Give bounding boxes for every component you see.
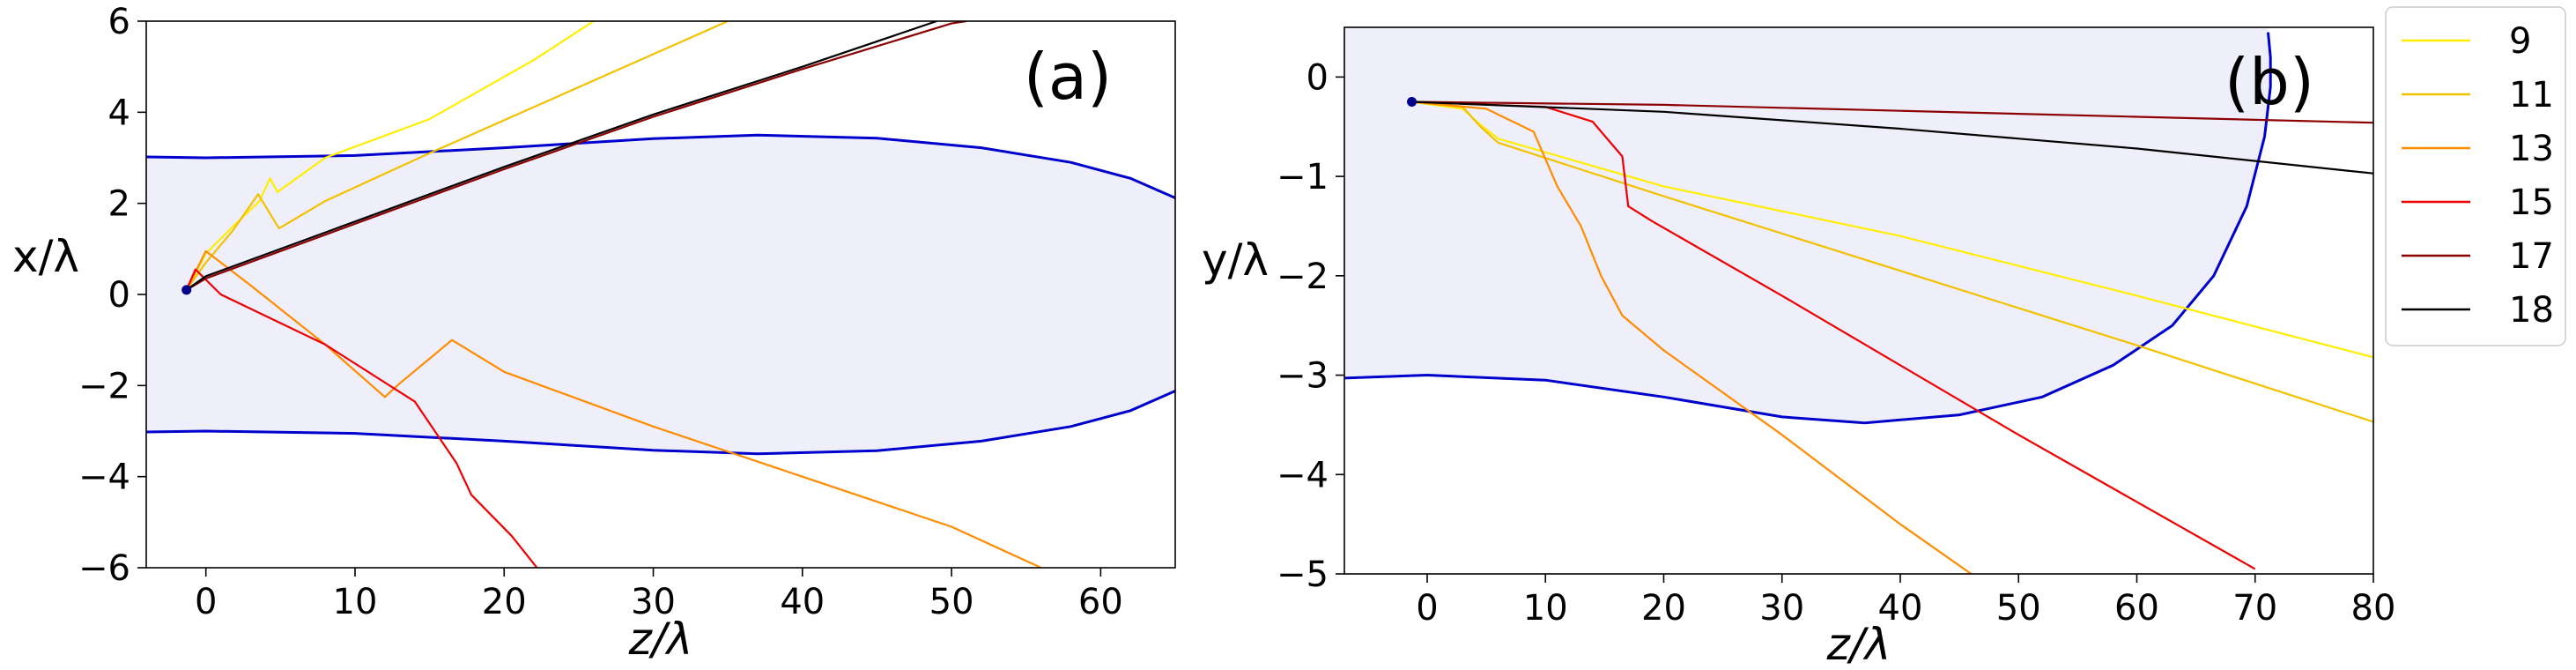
region-fill bbox=[146, 135, 1175, 454]
x-tick-label: 10 bbox=[333, 582, 378, 622]
legend: 9 11 13 15 17 18 bbox=[2385, 6, 2566, 346]
series-line-18 bbox=[1411, 100, 2373, 175]
legend-label-18: 18 bbox=[2509, 290, 2554, 331]
x-tick-label: 30 bbox=[1759, 588, 1804, 629]
series-line-13 bbox=[1411, 100, 1973, 574]
x-tick-label: 30 bbox=[631, 582, 676, 622]
boundary-lower bbox=[146, 390, 1175, 456]
y-tick-label: 0 bbox=[1307, 57, 1329, 98]
plot-area bbox=[146, 21, 1175, 568]
boundary-upper bbox=[146, 133, 1175, 199]
panel-b: 0 10 20 30 40 50 60 70 80 −5 −4 −3 −2 −1 0 z/λ y/λ (b) bbox=[1202, 26, 2396, 670]
x-tick-label: 0 bbox=[1416, 588, 1438, 629]
x-tick-label: 0 bbox=[195, 582, 217, 622]
y-axis-label: y/λ bbox=[1202, 234, 1269, 286]
x-tick-label: 20 bbox=[482, 582, 527, 622]
series-line-17 bbox=[186, 21, 967, 291]
series-line-18 bbox=[186, 21, 937, 291]
plot-area bbox=[1344, 27, 2373, 574]
y-tick-label: −1 bbox=[1277, 157, 1329, 197]
x-tick-label: 10 bbox=[1523, 588, 1568, 629]
series-line-13 bbox=[185, 249, 1042, 568]
boundary-curve bbox=[1344, 32, 2272, 425]
x-tick-label: 60 bbox=[2114, 588, 2159, 629]
y-tick-label: 0 bbox=[108, 275, 130, 316]
y-tick-label: 4 bbox=[108, 93, 130, 133]
y-tick-label: −4 bbox=[78, 458, 130, 498]
x-tick-label: 40 bbox=[1878, 588, 1923, 629]
legend-label-17: 17 bbox=[2509, 236, 2554, 277]
series-line-11 bbox=[1411, 100, 2373, 423]
y-tick-label: −2 bbox=[78, 366, 130, 406]
panel-tag: (b) bbox=[2224, 45, 2314, 119]
x-tick-label: 60 bbox=[1078, 582, 1123, 622]
panel-a: 0 10 20 30 40 50 60 −6 −4 −2 0 2 4 6 z/λ x/λ (a) bbox=[12, 2, 1176, 665]
x-tick-label: 50 bbox=[929, 582, 974, 622]
y-tick-label: −3 bbox=[1277, 356, 1329, 397]
series-line-11 bbox=[185, 21, 729, 291]
y-axis-label: x/λ bbox=[12, 231, 79, 282]
series-line-15 bbox=[1411, 100, 2256, 570]
x-axis-label: z/λ bbox=[1826, 619, 1891, 670]
x-tick-label: 50 bbox=[1996, 588, 2041, 629]
y-tick-label: −6 bbox=[78, 548, 130, 589]
x-tick-label: 70 bbox=[2232, 588, 2277, 629]
y-tick-label: 6 bbox=[108, 2, 130, 42]
axes-frame bbox=[1344, 26, 2374, 575]
y-tick-label: −2 bbox=[1277, 257, 1329, 297]
x-tick-label: 80 bbox=[2351, 588, 2396, 629]
x-tick-label: 40 bbox=[780, 582, 825, 622]
panel-tag: (a) bbox=[1024, 40, 1112, 114]
series-line-17 bbox=[1411, 100, 2373, 124]
region-fill bbox=[1344, 27, 2271, 423]
y-tick-label: 2 bbox=[108, 184, 130, 225]
legend-box bbox=[2385, 6, 2566, 346]
x-tick-label: 20 bbox=[1641, 588, 1686, 629]
legend-label-11: 11 bbox=[2509, 75, 2554, 115]
y-tick-label: −5 bbox=[1277, 555, 1329, 595]
legend-label-15: 15 bbox=[2509, 182, 2554, 223]
legend-label-13: 13 bbox=[2509, 129, 2554, 169]
series-line-9 bbox=[185, 21, 595, 291]
x-axis-label: z/λ bbox=[628, 614, 693, 665]
start-point bbox=[181, 285, 192, 295]
y-tick-label: −4 bbox=[1277, 455, 1329, 495]
start-point bbox=[1407, 97, 1418, 108]
legend-label-9: 9 bbox=[2509, 21, 2531, 62]
